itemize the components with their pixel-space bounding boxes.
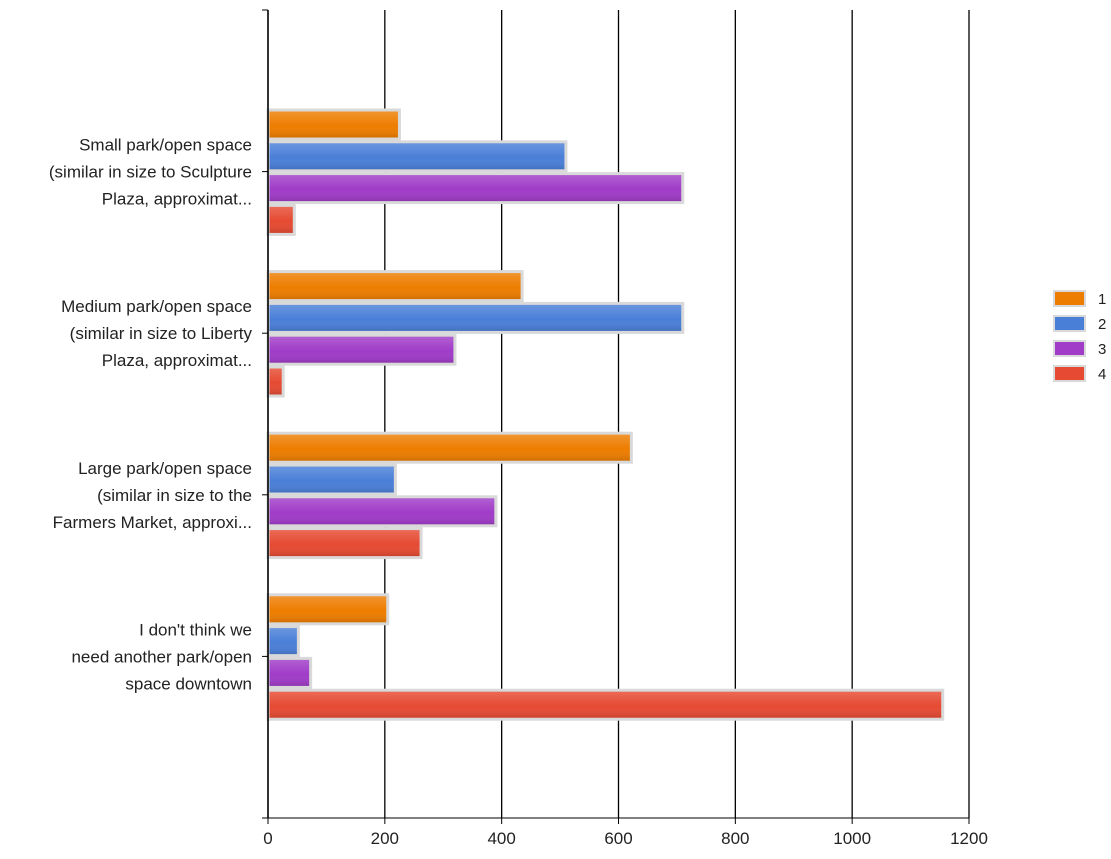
category-label-line: need another park/open [71,647,252,666]
legend-label-1: 1 [1098,291,1106,308]
bar-shading [269,530,420,557]
category-label-line: Plaza, approximat... [102,351,252,370]
bar-shading [269,175,682,202]
x-tick-label: 400 [487,829,515,848]
bar-shading [269,498,495,525]
bar-shading [269,304,682,331]
bar-shading [269,206,293,233]
bar-shading [269,336,454,363]
x-tick-label: 200 [371,829,399,848]
legend: 1 2 3 4 [1053,290,1106,383]
bar-shading [269,111,398,138]
legend-swatch-4 [1053,365,1086,382]
legend-swatch-2 [1053,315,1086,332]
category-label-line: Large park/open space [78,459,252,478]
x-tick-label: 800 [721,829,749,848]
bar-shading [269,596,387,623]
category-label-line: (similar in size to Liberty [70,324,253,343]
x-tick-label: 1000 [833,829,871,848]
bars [266,108,945,721]
legend-label-2: 2 [1098,316,1106,333]
category-label-line: Plaza, approximat... [102,190,252,209]
category-label-line: Farmers Market, approxi... [53,513,252,532]
x-tick-labels: 0 200 400 600 800 1000 1200 [263,829,988,848]
bar-shading [269,143,565,170]
bar-shading [269,434,630,461]
legend-label-4: 4 [1098,366,1106,383]
bar-shading [269,466,394,493]
legend-swatch-3 [1053,340,1086,357]
bar-shading [269,368,282,395]
legend-swatch-1 [1053,290,1086,307]
category-labels: Small park/open space (similar in size to… [49,136,253,694]
category-label-line: (similar in size to Sculpture [49,163,252,182]
x-tick-label: 600 [604,829,632,848]
legend-label-3: 3 [1098,341,1106,358]
x-tick-label: 0 [263,829,272,848]
category-label-line: Medium park/open space [61,297,252,316]
bar-shading [269,659,310,686]
category-label-line: Small park/open space [79,136,252,155]
bar-shading [269,691,942,718]
category-label-line: (similar in size to the [97,486,252,505]
axes [262,9,970,824]
bar-shading [269,273,521,300]
x-tick-label: 1200 [950,829,988,848]
category-label-line: space downtown [125,674,252,693]
category-label-line: I don't think we [139,620,252,639]
bar-shading [269,628,297,655]
